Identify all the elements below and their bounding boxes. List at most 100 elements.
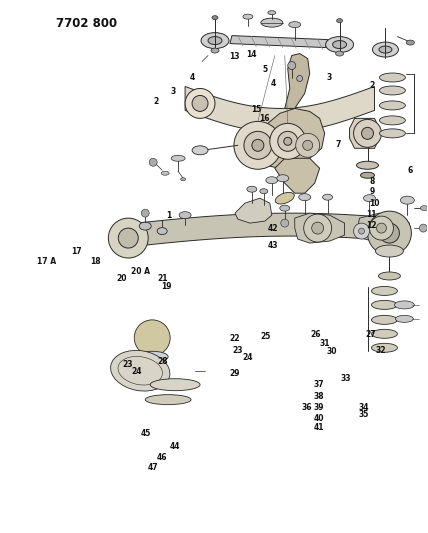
Text: 41: 41 bbox=[313, 423, 324, 432]
Text: 20: 20 bbox=[116, 273, 127, 282]
Text: 5: 5 bbox=[263, 66, 268, 74]
Ellipse shape bbox=[326, 37, 354, 53]
Text: 18: 18 bbox=[90, 257, 101, 265]
Circle shape bbox=[312, 222, 324, 234]
Circle shape bbox=[234, 122, 282, 169]
Ellipse shape bbox=[260, 189, 268, 193]
Text: 20 A: 20 A bbox=[131, 268, 150, 276]
Text: 28: 28 bbox=[158, 357, 168, 366]
Ellipse shape bbox=[289, 22, 301, 28]
Circle shape bbox=[368, 211, 411, 255]
Text: 36: 36 bbox=[302, 403, 312, 412]
Text: 11: 11 bbox=[367, 211, 377, 220]
Text: 7702 800: 7702 800 bbox=[56, 17, 117, 30]
Text: 37: 37 bbox=[313, 380, 324, 389]
Text: 2: 2 bbox=[369, 81, 374, 90]
Circle shape bbox=[284, 138, 292, 146]
Text: 17: 17 bbox=[71, 247, 82, 256]
Polygon shape bbox=[240, 108, 325, 168]
Polygon shape bbox=[185, 86, 374, 132]
Text: 35: 35 bbox=[359, 410, 369, 419]
Ellipse shape bbox=[372, 42, 398, 57]
Circle shape bbox=[419, 224, 427, 232]
Ellipse shape bbox=[275, 192, 294, 204]
Circle shape bbox=[141, 209, 149, 217]
Ellipse shape bbox=[375, 245, 403, 257]
Ellipse shape bbox=[372, 316, 398, 325]
Text: 40: 40 bbox=[313, 414, 324, 423]
Ellipse shape bbox=[372, 329, 398, 338]
Circle shape bbox=[192, 95, 208, 111]
Text: 34: 34 bbox=[359, 403, 369, 412]
Ellipse shape bbox=[171, 155, 185, 161]
Polygon shape bbox=[275, 158, 320, 193]
Text: 32: 32 bbox=[376, 346, 386, 355]
Text: 22: 22 bbox=[229, 334, 240, 343]
Text: 3: 3 bbox=[327, 73, 332, 82]
Ellipse shape bbox=[247, 186, 257, 192]
Ellipse shape bbox=[372, 301, 398, 309]
Text: 43: 43 bbox=[268, 241, 278, 250]
Text: 39: 39 bbox=[313, 403, 324, 412]
Circle shape bbox=[304, 214, 332, 242]
Text: 42: 42 bbox=[268, 224, 278, 233]
Ellipse shape bbox=[406, 40, 414, 45]
Ellipse shape bbox=[150, 379, 200, 391]
Ellipse shape bbox=[379, 46, 392, 53]
Ellipse shape bbox=[336, 51, 344, 56]
Text: 24: 24 bbox=[242, 353, 253, 362]
Polygon shape bbox=[357, 213, 409, 243]
Polygon shape bbox=[285, 53, 310, 108]
Ellipse shape bbox=[420, 206, 428, 211]
Text: 27: 27 bbox=[366, 330, 376, 339]
Circle shape bbox=[134, 320, 170, 356]
Ellipse shape bbox=[201, 33, 229, 49]
Text: 1: 1 bbox=[166, 212, 172, 221]
Circle shape bbox=[252, 139, 264, 151]
Ellipse shape bbox=[212, 15, 218, 20]
Ellipse shape bbox=[161, 171, 169, 175]
Polygon shape bbox=[350, 118, 380, 148]
Circle shape bbox=[354, 223, 369, 239]
Ellipse shape bbox=[323, 194, 333, 200]
Circle shape bbox=[278, 131, 298, 151]
Ellipse shape bbox=[181, 177, 186, 181]
Text: 23: 23 bbox=[122, 360, 133, 369]
Ellipse shape bbox=[192, 146, 208, 155]
Ellipse shape bbox=[208, 37, 222, 45]
Text: 2: 2 bbox=[154, 97, 159, 106]
Circle shape bbox=[303, 140, 313, 150]
Text: 17 A: 17 A bbox=[37, 257, 56, 265]
Ellipse shape bbox=[372, 286, 398, 295]
Text: 31: 31 bbox=[320, 339, 330, 348]
Circle shape bbox=[149, 158, 157, 166]
Text: 46: 46 bbox=[157, 454, 167, 463]
Ellipse shape bbox=[266, 177, 278, 184]
Ellipse shape bbox=[333, 41, 347, 49]
Ellipse shape bbox=[179, 212, 191, 219]
Circle shape bbox=[296, 133, 320, 157]
Ellipse shape bbox=[395, 301, 414, 309]
Circle shape bbox=[118, 228, 138, 248]
Text: 8: 8 bbox=[369, 177, 374, 186]
Circle shape bbox=[270, 123, 306, 159]
Circle shape bbox=[297, 76, 303, 82]
Text: 15: 15 bbox=[252, 105, 262, 114]
Ellipse shape bbox=[243, 14, 253, 19]
Ellipse shape bbox=[395, 316, 413, 322]
Circle shape bbox=[354, 119, 381, 147]
Ellipse shape bbox=[380, 101, 405, 110]
Ellipse shape bbox=[136, 351, 168, 362]
Ellipse shape bbox=[145, 394, 191, 405]
Circle shape bbox=[244, 131, 272, 159]
Text: 16: 16 bbox=[259, 114, 270, 123]
Text: 29: 29 bbox=[229, 369, 240, 378]
Text: 44: 44 bbox=[169, 442, 180, 451]
Text: 13: 13 bbox=[229, 52, 240, 61]
Circle shape bbox=[281, 219, 289, 227]
Circle shape bbox=[362, 127, 374, 139]
Text: 24: 24 bbox=[131, 367, 142, 376]
Polygon shape bbox=[230, 36, 327, 47]
Text: 12: 12 bbox=[367, 221, 377, 230]
Ellipse shape bbox=[363, 195, 375, 201]
